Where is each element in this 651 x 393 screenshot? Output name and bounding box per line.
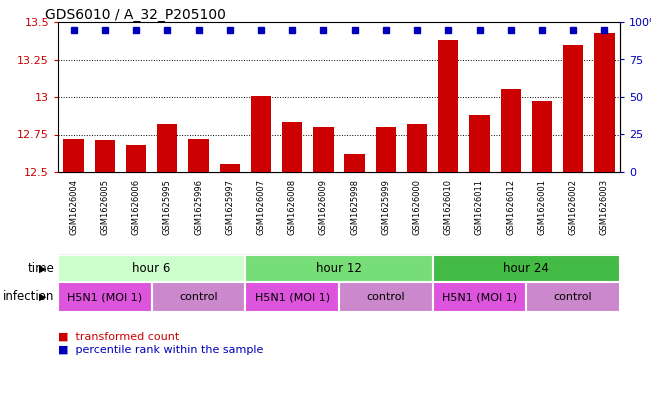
Text: GSM1626001: GSM1626001 [538, 179, 546, 235]
Text: GSM1625996: GSM1625996 [194, 179, 203, 235]
Text: control: control [179, 292, 218, 302]
Text: GSM1626012: GSM1626012 [506, 179, 515, 235]
Bar [251, 95, 271, 172]
Text: GSM1626011: GSM1626011 [475, 179, 484, 235]
Bar [433, 255, 620, 282]
Text: time: time [28, 262, 55, 275]
Text: hour 12: hour 12 [316, 262, 362, 275]
Bar [501, 90, 521, 172]
Bar [563, 44, 583, 172]
Text: ▶: ▶ [38, 292, 46, 302]
Text: GSM1626002: GSM1626002 [569, 179, 577, 235]
Bar [157, 124, 178, 172]
Bar [407, 124, 427, 172]
Text: GSM1626010: GSM1626010 [444, 179, 453, 235]
Text: ▶: ▶ [38, 263, 46, 274]
Bar [126, 145, 146, 172]
Text: GSM1625995: GSM1625995 [163, 179, 172, 235]
Text: control: control [554, 292, 592, 302]
Text: GSM1626009: GSM1626009 [319, 179, 328, 235]
Text: GSM1626007: GSM1626007 [256, 179, 266, 235]
Text: infection: infection [3, 290, 55, 303]
Bar [245, 282, 339, 312]
Text: hour 6: hour 6 [133, 262, 171, 275]
Text: GSM1626006: GSM1626006 [132, 179, 141, 235]
Text: H5N1 (MOI 1): H5N1 (MOI 1) [255, 292, 329, 302]
Bar [344, 154, 365, 172]
Text: ■  transformed count: ■ transformed count [58, 331, 179, 341]
Bar [532, 101, 552, 172]
Text: ■  percentile rank within the sample: ■ percentile rank within the sample [58, 345, 264, 355]
Bar [526, 282, 620, 312]
Bar [594, 33, 615, 172]
Text: GDS6010 / A_32_P205100: GDS6010 / A_32_P205100 [45, 8, 226, 22]
Text: GSM1626005: GSM1626005 [100, 179, 109, 235]
Text: H5N1 (MOI 1): H5N1 (MOI 1) [442, 292, 517, 302]
Bar [282, 123, 302, 172]
Text: GSM1625999: GSM1625999 [381, 179, 391, 235]
Bar [339, 282, 433, 312]
Text: GSM1626000: GSM1626000 [413, 179, 422, 235]
Bar [58, 255, 245, 282]
Text: GSM1625997: GSM1625997 [225, 179, 234, 235]
Bar [433, 282, 526, 312]
Bar [438, 40, 458, 172]
Text: GSM1626003: GSM1626003 [600, 179, 609, 235]
Bar [245, 255, 433, 282]
Bar [63, 139, 84, 172]
Text: hour 24: hour 24 [503, 262, 549, 275]
Bar [94, 141, 115, 172]
Bar [469, 115, 490, 172]
Text: control: control [367, 292, 405, 302]
Text: GSM1626004: GSM1626004 [69, 179, 78, 235]
Text: GSM1625998: GSM1625998 [350, 179, 359, 235]
Bar [219, 165, 240, 172]
Bar [188, 139, 209, 172]
Text: H5N1 (MOI 1): H5N1 (MOI 1) [67, 292, 143, 302]
Bar [313, 127, 333, 172]
Bar [376, 127, 396, 172]
Bar [58, 282, 152, 312]
Text: GSM1626008: GSM1626008 [288, 179, 297, 235]
Bar [152, 282, 245, 312]
